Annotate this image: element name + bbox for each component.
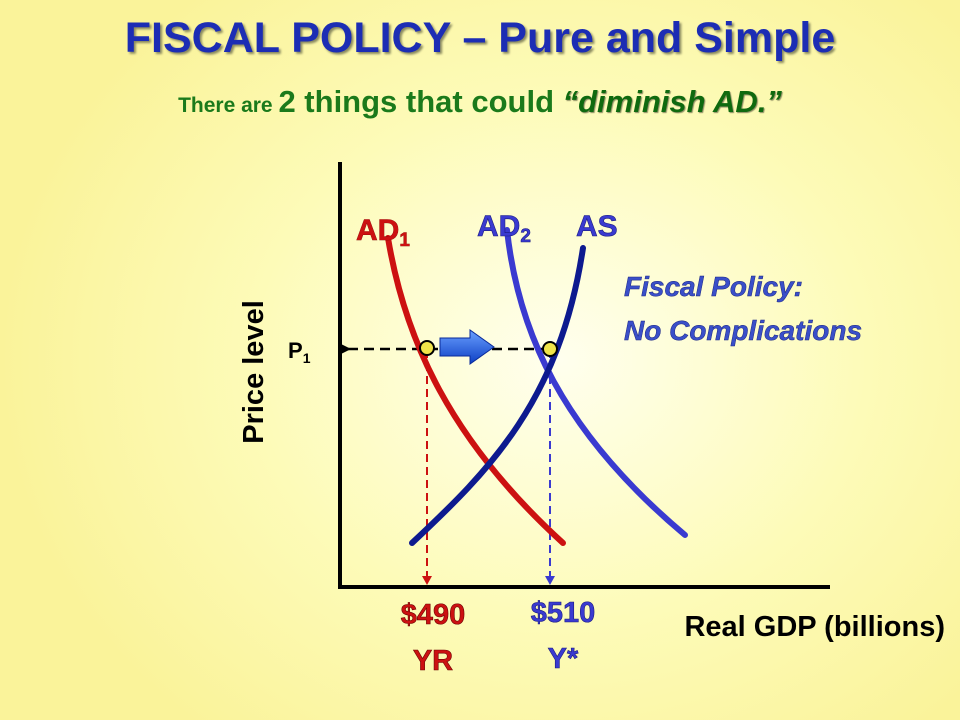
subtitle-part-2: 2 things that could bbox=[278, 84, 563, 119]
ystar-value-label: $510 bbox=[531, 597, 596, 629]
yr-value-label: $490 bbox=[401, 599, 466, 631]
yr-name-label: YR bbox=[413, 645, 453, 677]
as-label: AS bbox=[576, 210, 618, 243]
ystar-name-label: Y* bbox=[548, 643, 579, 675]
y-axis-label: Price level bbox=[238, 300, 270, 444]
price-label: P1 bbox=[288, 338, 311, 366]
note-line-1: Fiscal Policy: bbox=[624, 271, 803, 302]
page-title: FISCAL POLICY – Pure and Simple bbox=[124, 14, 836, 62]
ad1-curve bbox=[385, 235, 566, 546]
note-line-2: No Complications bbox=[624, 315, 862, 346]
ad1-label: AD1 bbox=[356, 214, 410, 251]
equilibrium-point-1 bbox=[419, 340, 435, 356]
yr-guide-arrowhead bbox=[422, 576, 432, 585]
x-axis-label: Real GDP (billions) bbox=[684, 611, 945, 643]
ad2-label: AD2 bbox=[477, 210, 531, 247]
ystar-guide-arrowhead bbox=[545, 576, 555, 585]
subtitle-part-1: There are bbox=[178, 94, 279, 117]
ad2-curve bbox=[504, 227, 688, 538]
equilibrium-point-2 bbox=[542, 341, 558, 357]
subtitle-part-3: “diminish AD.” bbox=[562, 84, 782, 119]
as-curve bbox=[409, 245, 586, 546]
right-arrow-icon bbox=[439, 329, 495, 365]
subtitle: There are 2 things that could “diminish … bbox=[0, 84, 960, 120]
